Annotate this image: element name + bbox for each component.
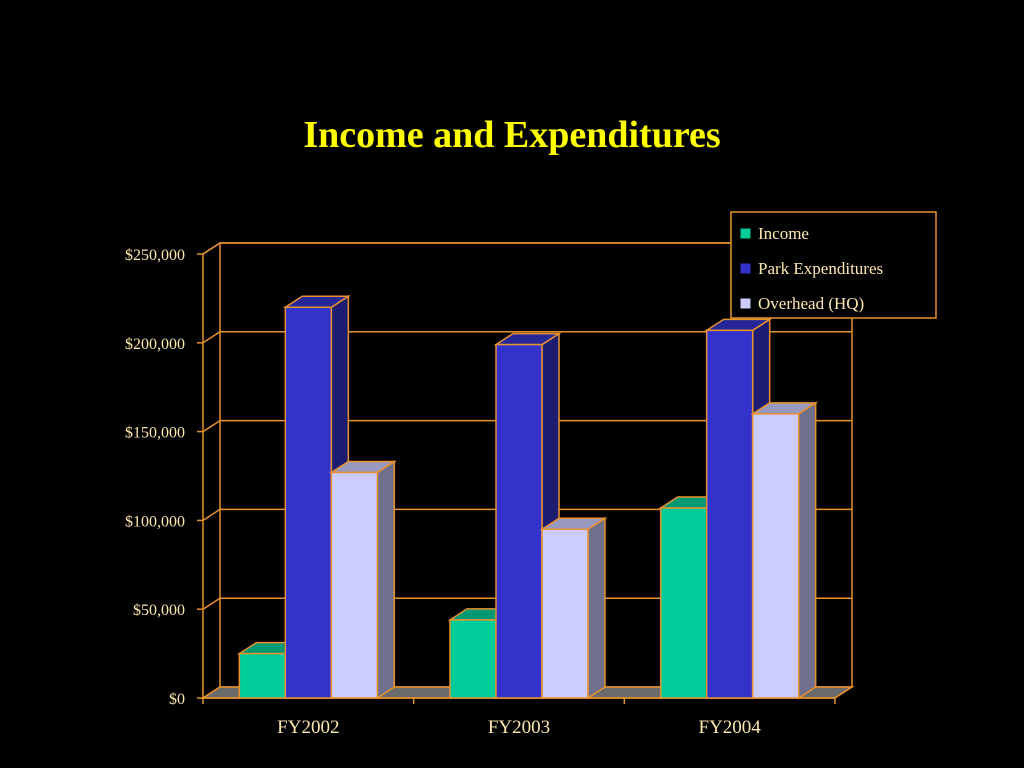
x-tick-label: FY2004 [699,717,762,738]
y-tick-label: $100,000 [125,513,185,530]
x-tick-label: FY2003 [488,717,550,738]
legend-box [730,211,937,319]
x-axis: FY2002 FY2003 FY2004 [202,697,836,738]
bar-overhead-hq-fy2002 [328,460,397,700]
gridlines [202,242,852,610]
legend-label: Park Expenditures [758,259,883,278]
y-tick-label: $50,000 [133,602,185,619]
gridline [202,331,852,344]
legend-swatch [739,227,752,240]
gridline [202,508,852,522]
bar-park-expenditures-fy2002 [282,294,351,700]
legend-label: Overhead (HQ) [758,294,864,313]
y-tick-label: $0 [169,691,185,708]
y-tick-label: $200,000 [125,336,185,353]
legend-swatch [739,262,752,275]
bar-overhead-hq-fy2003 [539,516,608,700]
y-tick-label: $250,000 [125,247,185,264]
bar-overhead-hq-fy2004 [750,401,819,700]
gridline [202,419,852,433]
gridline [202,242,852,255]
y-tick-label: $150,000 [125,425,185,442]
legend: Income Park Expenditures Overhead (HQ) [730,211,937,319]
gridline [202,597,852,610]
legend-label: Income [758,224,809,243]
legend-swatch [739,297,752,310]
bars [236,294,819,700]
x-tick-label: FY2002 [277,717,339,738]
chart-title: Income and Expenditures [303,114,720,156]
y-axis: $0 $50,000 $100,000 $150,000 $200,000 $250,00… [125,247,203,708]
